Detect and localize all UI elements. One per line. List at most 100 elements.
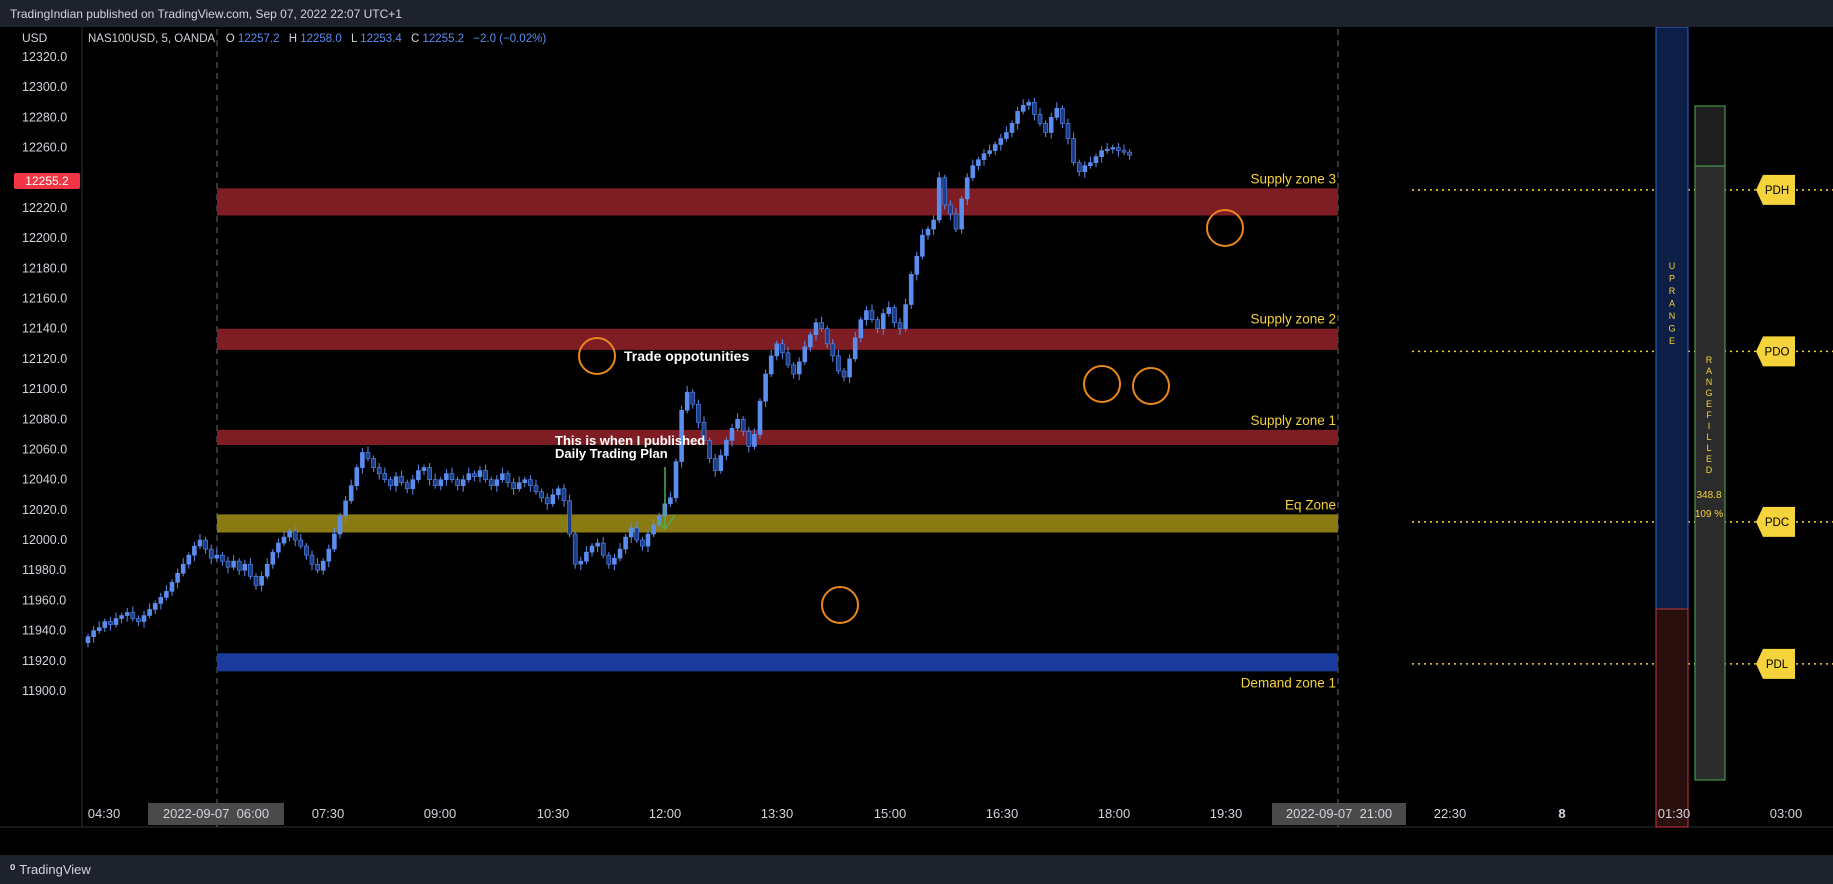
candle-body — [460, 479, 466, 487]
candle-body — [1110, 147, 1116, 150]
candle-body — [780, 343, 785, 354]
candle-body — [589, 545, 595, 553]
candle-body — [600, 542, 606, 556]
candle-body — [421, 467, 427, 471]
candle-body — [393, 476, 399, 487]
candle-body — [164, 591, 169, 598]
candle-body — [1015, 111, 1020, 124]
candle-body — [108, 621, 113, 625]
low-label: L — [351, 33, 358, 45]
candle-body — [595, 542, 600, 547]
candle-body — [858, 319, 864, 339]
candle-body — [808, 334, 813, 348]
candle-body — [102, 621, 108, 628]
symbol-name: NAS100USD, 5, OANDA — [88, 33, 216, 45]
candle-body — [231, 560, 236, 568]
x-tick-label: 07:30 — [312, 806, 345, 821]
candle-body — [141, 615, 147, 622]
candle-body — [309, 554, 315, 565]
candle-body — [724, 440, 729, 456]
candle-body — [505, 473, 511, 483]
candle-body — [752, 434, 757, 447]
candle-body — [606, 554, 612, 565]
range-filled-bar — [1694, 165, 1726, 781]
candle-body — [365, 452, 371, 459]
tradingview-logo[interactable]: ⁰ TradingView — [10, 862, 91, 878]
zone-label: Eq Zone — [1285, 497, 1336, 512]
zone-supply — [217, 429, 1338, 445]
candle-body — [1037, 114, 1043, 124]
x-tick-label: 15:00 — [874, 806, 907, 821]
y-tick-label: 12280.0 — [22, 110, 67, 124]
candle-body — [1076, 162, 1082, 173]
last-price-tag — [14, 173, 80, 189]
candle-body — [886, 307, 892, 314]
candle-body — [399, 476, 404, 483]
candle-body — [1009, 123, 1015, 133]
candle-body — [942, 177, 948, 206]
candle-body — [1026, 101, 1032, 106]
candle-body — [584, 551, 589, 562]
x-highlight-start — [148, 803, 284, 825]
trade-circle — [821, 586, 859, 624]
candle-body — [259, 575, 264, 586]
candle-body — [544, 497, 550, 505]
candle-body — [1020, 105, 1026, 112]
zone-label: Supply zone 1 — [1250, 413, 1336, 428]
range-percent: 109 % — [1695, 509, 1723, 520]
vertical-char: L — [1706, 443, 1711, 453]
candle-body — [438, 479, 444, 487]
level-tag — [1756, 336, 1795, 367]
vertical-char: D — [1706, 465, 1713, 475]
y-tick-label: 12300.0 — [22, 80, 67, 94]
candle-body — [1032, 101, 1037, 115]
candle-body — [1093, 156, 1099, 163]
candle-body — [813, 322, 819, 336]
candle-body — [136, 618, 141, 622]
last-price-value: 12255.2 — [25, 174, 69, 188]
candle-body — [253, 575, 259, 586]
candle-body — [264, 563, 270, 577]
zone-label: Supply zone 3 — [1250, 171, 1336, 186]
zone-supply — [217, 328, 1338, 350]
candle-body — [1127, 151, 1132, 156]
y-tick-label: 11960.0 — [22, 593, 66, 607]
candle-body — [304, 545, 309, 556]
candle-body — [1099, 150, 1104, 157]
trade-circle — [1132, 367, 1170, 405]
range-filled-bar-top — [1694, 105, 1726, 167]
candle-body — [472, 473, 477, 477]
candle-body — [432, 479, 438, 487]
candle-body — [668, 497, 673, 505]
candle-body — [914, 255, 920, 275]
candle-body — [796, 361, 802, 375]
candlestick-chart[interactable]: Supply zone 3 Supply zone 2 Supply zone 1 E… — [0, 27, 1833, 855]
candle-body — [404, 482, 410, 490]
zone-label: Demand zone 1 — [1241, 675, 1336, 690]
y-tick-label: 12080.0 — [22, 412, 67, 426]
candle-body — [119, 615, 124, 619]
candle-body — [567, 500, 572, 535]
candle-body — [208, 548, 214, 559]
candle-body — [785, 352, 791, 366]
candle-body — [528, 479, 533, 487]
x-axis[interactable]: 04:30 07:30 09:00 10:30 12:00 13:30 15:00 16:30… — [88, 803, 1803, 825]
candle-body — [987, 150, 992, 154]
level-label: PDC — [1765, 517, 1789, 529]
candle-body — [936, 177, 942, 221]
candle-body — [113, 618, 119, 625]
y-tick-label: 12320.0 — [22, 50, 67, 64]
y-axis[interactable]: USD 12320.012300.012280.012260.012240.01… — [14, 31, 80, 698]
candle-body — [556, 488, 561, 496]
close-value: 12255.2 — [422, 33, 464, 45]
x-tick-label: 18:00 — [1098, 806, 1131, 821]
y-tick-label: 11900.0 — [22, 684, 66, 698]
trade-circle — [1206, 209, 1244, 247]
candle-body — [561, 488, 567, 502]
vertical-char: E — [1669, 336, 1675, 346]
y-tick-label: 12020.0 — [22, 503, 67, 517]
candle-body — [869, 310, 875, 320]
vertical-char: A — [1706, 366, 1712, 376]
candle-body — [236, 560, 242, 571]
